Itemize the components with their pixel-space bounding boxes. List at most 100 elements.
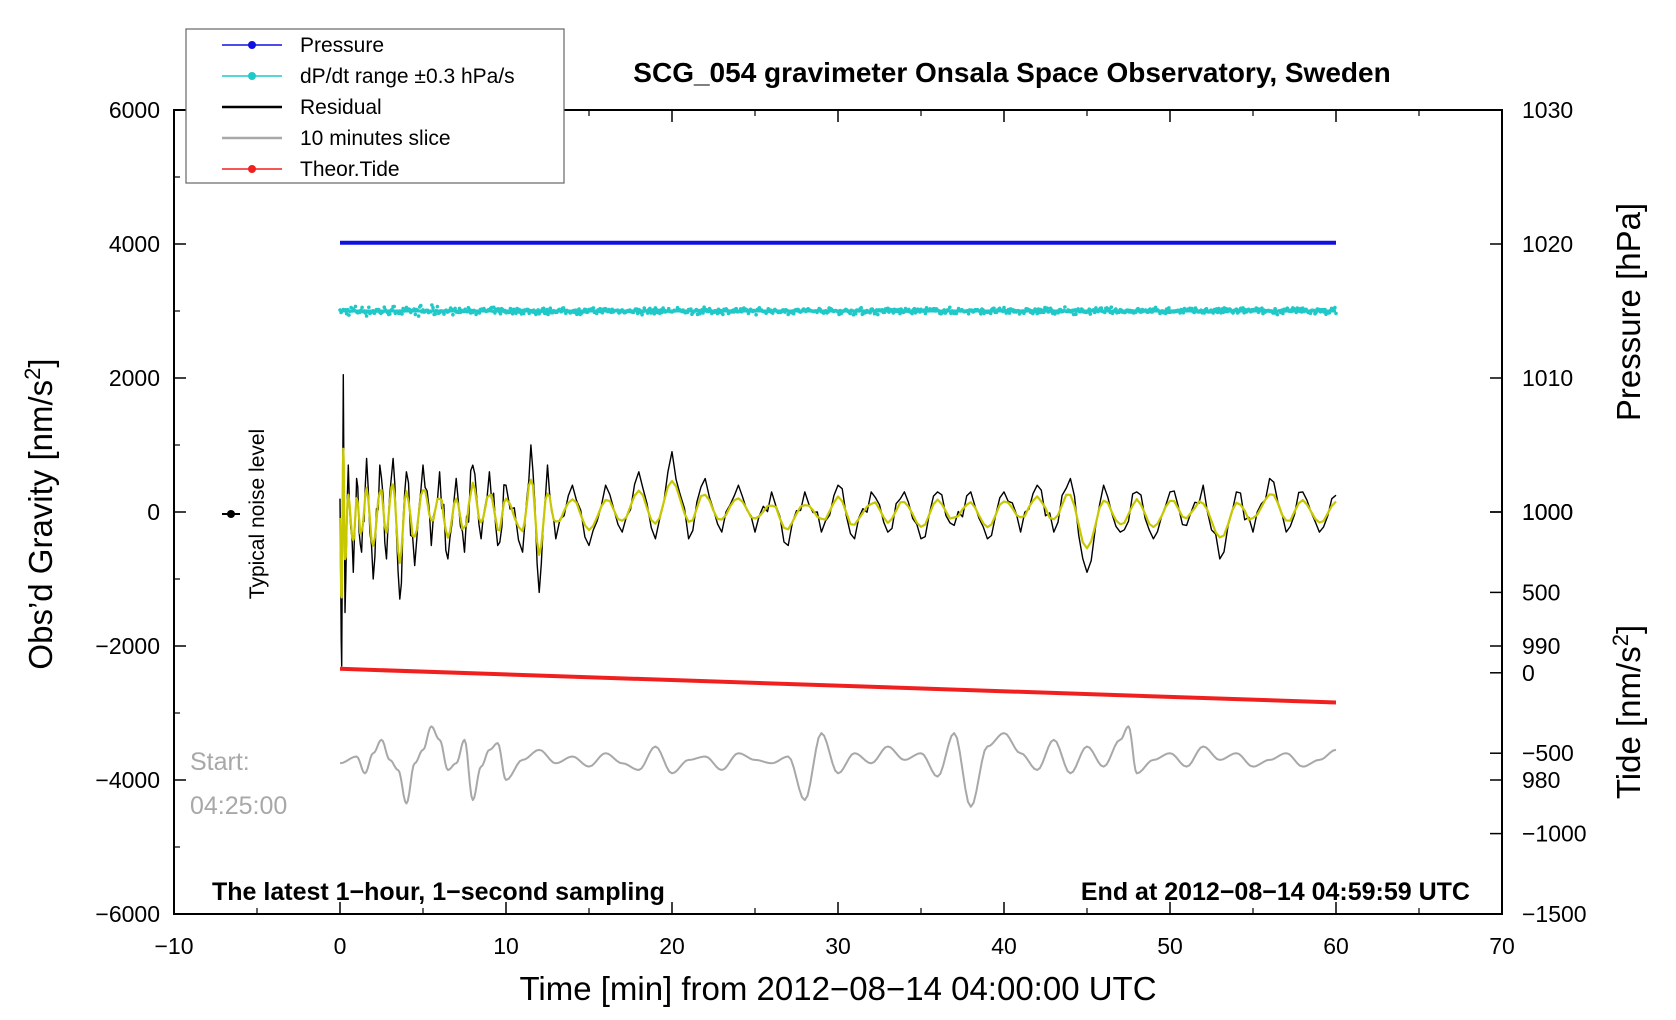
dpdt-point [541,306,546,311]
legend: Pressure dP/dt range ±0.3 hPa/s Residual 10… [185,28,565,184]
bottom-right-annotation: End at 2012−08−14 04:59:59 UTC [1081,878,1470,906]
dpdt-point [853,311,858,316]
dpdt-point [453,306,457,311]
dpdt-point [1167,306,1171,310]
bottom-left-annotation: The latest 1−hour, 1−second sampling [212,878,665,906]
dpdt-point [388,312,392,316]
gravity-tick-label: −4000 [95,767,160,793]
dpdt-point [400,312,404,316]
dpdt-point [848,311,852,316]
x-tick-label: 0 [334,933,347,959]
dpdt-point [430,303,434,307]
dpdt-point [1190,306,1194,311]
dpdt-point [910,311,914,316]
dpdt-point [1109,305,1114,310]
y-axis-label-pressure: Pressure [hPa] [1610,203,1647,421]
pressure-tick-label: 1000 [1522,499,1573,525]
dpdt-point [534,312,538,317]
pressure-tick-label: 980 [1522,767,1560,793]
axis-tick-labels: −10 0 10 20 30 40 50 60 70−6000−4000−20000200040… [95,97,1586,959]
x-tick-label: 10 [493,933,519,959]
gravity-tick-label: 2000 [109,365,160,391]
noise-level-label: Typical noise level [246,429,269,599]
dpdt-point [498,311,503,316]
series-theor-tide [339,666,1337,705]
dpdt-point [1275,312,1280,317]
legend-label: dP/dt range ±0.3 hPa/s [300,65,515,88]
dpdt-point [353,304,358,309]
dpdt-point [979,312,983,316]
dpdt-point [442,312,446,316]
pressure-tick-label: 990 [1522,633,1560,659]
dpdt-point [594,311,599,316]
dpdt-point [591,306,596,310]
dpdt-point [416,314,421,318]
noise-indicator: Typical noise level [222,429,269,599]
series-residual [339,374,1337,667]
tide-tick-label: −500 [1522,740,1574,766]
dpdt-point [546,312,550,317]
dpdt-point [433,312,438,316]
dpdt-point [923,311,928,316]
gravity-tick-label: 6000 [109,97,160,123]
x-tick-label: 70 [1489,933,1515,959]
legend-swatch-marker [248,41,256,49]
plot-area [173,109,1503,915]
dpdt-point [435,304,440,309]
dpdt-point [721,312,725,317]
dpdt-point [966,312,971,316]
dpdt-point [948,305,952,310]
legend-label: Theor.Tide [300,158,400,181]
dpdt-point [1301,306,1305,311]
gravity-tick-label: 4000 [109,231,160,257]
y-axis-label-gravity: Obs’d Gravity [nm/s2] [20,358,59,669]
legend-swatch-marker [248,165,256,173]
pressure-tick-label: 1010 [1522,365,1573,391]
dpdt-point [1333,305,1337,310]
dpdt-point [382,305,387,310]
dpdt-point [640,312,644,317]
dpdt-point [1074,312,1078,317]
legend-label: 10 minutes slice [300,127,451,150]
data-series [338,240,1338,808]
dpdt-point [876,312,880,317]
x-tick-label: 60 [1323,933,1349,959]
gravity-tick-label: −2000 [95,633,160,659]
dpdt-point [364,314,369,318]
gravity-tick-label: 0 [147,499,160,525]
chart-title: SCG_054 gravimeter Onsala Space Observat… [633,57,1390,88]
dpdt-point [392,304,397,309]
dpdt-point [1281,311,1285,316]
dpdt-point [367,305,371,310]
dpdt-point [992,306,996,311]
y-axis-label-tide: Tide [nm/s2] [1608,625,1647,799]
dpdt-point [924,306,929,310]
x-tick-label: 30 [825,933,851,959]
dpdt-point [652,312,657,316]
x-tick-label: 40 [991,933,1017,959]
dpdt-point [1002,305,1006,310]
dpdt-point [419,303,423,308]
tide-tick-label: −1500 [1522,901,1587,927]
dpdt-point [754,312,758,317]
legend-swatch-marker [248,72,256,80]
dpdt-point [648,306,652,311]
series-residual-smoothed [338,447,1337,599]
dpdt-point [548,306,553,311]
tide-tick-label: 0 [1522,660,1535,686]
dpdt-point [431,306,435,310]
dpdt-point [413,312,418,317]
dpdt-point [347,313,351,317]
dpdt-point [451,312,455,317]
pressure-tick-label: 1030 [1522,97,1573,123]
gravity-tick-label: −6000 [95,901,160,927]
x-tick-label: 20 [659,933,685,959]
dpdt-point [859,306,863,310]
dpdt-point [360,305,364,310]
dpdt-point [898,311,902,316]
legend-label: Residual [300,96,382,119]
tide-tick-label: 1000 [1522,499,1573,525]
start-label: Start: [190,748,250,776]
dpdt-point [1088,312,1093,316]
